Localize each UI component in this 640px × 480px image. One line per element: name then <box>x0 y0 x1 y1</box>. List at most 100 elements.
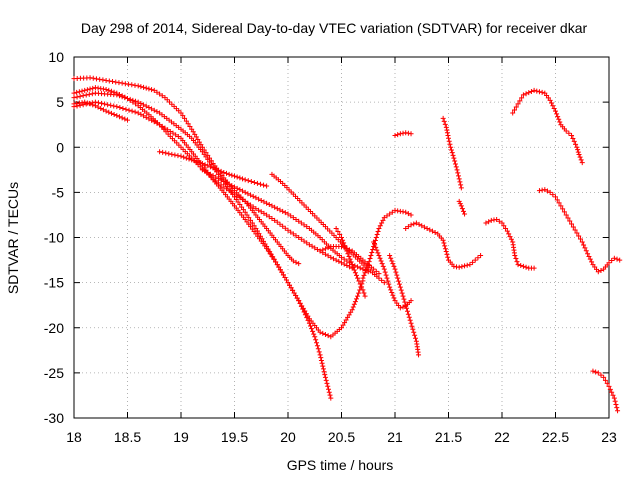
data-point <box>606 260 612 266</box>
data-point <box>445 133 451 139</box>
data-point <box>467 262 473 268</box>
data-point <box>320 247 326 253</box>
data-point <box>249 220 255 226</box>
data-point <box>590 368 596 374</box>
data-point <box>411 221 417 227</box>
data-point <box>100 107 106 113</box>
data-point <box>384 275 390 281</box>
data-point <box>291 290 297 296</box>
data-point <box>447 141 453 147</box>
data-point <box>574 230 580 236</box>
data-point <box>570 224 576 230</box>
data-point <box>345 314 351 320</box>
data-point <box>135 110 141 116</box>
data-point <box>556 200 562 206</box>
data-point <box>285 280 291 286</box>
data-point <box>394 272 400 278</box>
data-point <box>381 266 387 272</box>
data-point <box>572 227 578 233</box>
data-point <box>307 323 313 329</box>
data-point <box>443 249 449 255</box>
data-point <box>221 179 227 185</box>
data-point <box>561 209 567 215</box>
data-point <box>287 282 293 288</box>
data-point <box>280 208 286 214</box>
data-point <box>163 150 169 156</box>
series-track-4 <box>71 90 334 401</box>
series-track-10 <box>360 207 414 281</box>
data-point <box>301 238 307 244</box>
data-point <box>250 204 256 210</box>
data-point <box>293 233 299 239</box>
data-point <box>499 220 505 226</box>
data-point <box>326 386 332 392</box>
data-point <box>185 121 191 127</box>
data-point <box>95 100 101 106</box>
data-point <box>248 217 254 223</box>
data-point <box>528 89 534 95</box>
data-point <box>167 128 173 134</box>
y-tick-label: -25 <box>44 365 64 381</box>
data-point <box>119 115 125 121</box>
data-point <box>339 235 344 240</box>
y-tick-label: 0 <box>56 139 64 155</box>
data-point <box>166 151 172 157</box>
data-point <box>290 287 296 293</box>
data-point <box>512 253 518 259</box>
data-point <box>138 84 144 90</box>
data-point <box>558 203 564 209</box>
data-point <box>395 275 401 281</box>
data-point <box>242 209 248 215</box>
data-point <box>205 156 211 162</box>
data-point <box>228 189 234 195</box>
data-point <box>598 267 604 273</box>
data-point <box>176 108 182 114</box>
data-point <box>274 262 280 268</box>
data-point <box>226 181 232 187</box>
data-point <box>400 304 406 310</box>
data-point <box>531 265 537 271</box>
data-point <box>413 335 419 341</box>
data-point <box>371 266 377 272</box>
data-point <box>92 99 98 105</box>
data-point <box>581 242 587 248</box>
data-point <box>551 105 557 111</box>
data-point <box>245 191 251 197</box>
data-point <box>427 227 433 233</box>
data-point <box>277 207 283 213</box>
data-point <box>602 377 608 383</box>
series-track-6 <box>157 149 270 189</box>
data-point <box>232 194 237 200</box>
data-point <box>86 100 92 106</box>
data-point <box>321 369 327 375</box>
data-point <box>114 92 120 98</box>
data-point <box>554 111 560 117</box>
series-track-17 <box>456 198 468 217</box>
data-point <box>353 272 359 278</box>
data-point <box>326 389 332 395</box>
data-point <box>288 213 294 219</box>
data-point <box>379 220 385 226</box>
data-point <box>343 317 349 323</box>
data-point <box>261 199 267 205</box>
data-point <box>86 91 92 97</box>
data-point <box>318 357 324 363</box>
data-point <box>547 189 553 195</box>
data-point <box>322 246 328 252</box>
data-point <box>175 134 181 140</box>
data-point <box>397 284 403 290</box>
data-point <box>171 103 177 109</box>
data-point <box>264 245 270 251</box>
data-point <box>298 236 304 242</box>
data-point <box>164 97 170 103</box>
data-point <box>173 132 179 138</box>
data-point <box>518 262 524 268</box>
data-point <box>117 105 123 111</box>
data-point <box>162 95 168 101</box>
y-tick-label: -5 <box>52 184 65 200</box>
data-point <box>398 287 404 293</box>
data-point <box>346 312 352 318</box>
data-point <box>557 119 563 125</box>
data-point <box>520 92 526 98</box>
data-point <box>399 290 405 296</box>
